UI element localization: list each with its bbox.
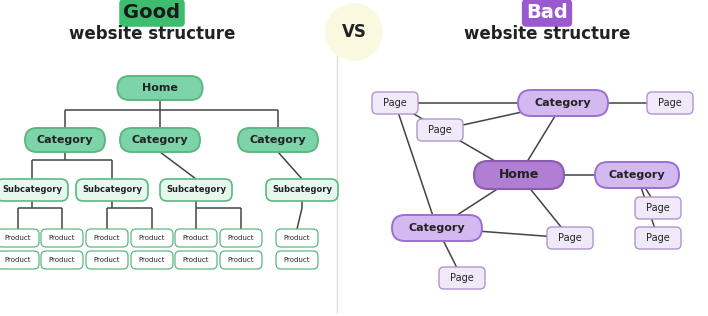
Text: website structure: website structure [69, 25, 235, 43]
FancyBboxPatch shape [86, 251, 128, 269]
Text: Category: Category [250, 135, 307, 145]
Text: Home: Home [499, 168, 539, 181]
Text: Product: Product [49, 235, 75, 241]
FancyBboxPatch shape [220, 229, 262, 247]
Text: Category: Category [132, 135, 188, 145]
Text: Page: Page [428, 125, 452, 135]
Text: Product: Product [93, 235, 120, 241]
Text: Product: Product [284, 257, 310, 263]
Text: Product: Product [139, 235, 165, 241]
FancyBboxPatch shape [647, 92, 693, 114]
Text: Subcategory: Subcategory [166, 185, 226, 195]
Text: Product: Product [49, 257, 75, 263]
FancyBboxPatch shape [25, 128, 105, 152]
FancyBboxPatch shape [266, 179, 338, 201]
FancyBboxPatch shape [0, 179, 68, 201]
Text: Subcategory: Subcategory [82, 185, 142, 195]
FancyBboxPatch shape [372, 92, 418, 114]
Circle shape [326, 4, 382, 60]
FancyBboxPatch shape [417, 119, 463, 141]
FancyBboxPatch shape [635, 227, 681, 249]
FancyBboxPatch shape [547, 227, 593, 249]
Text: Category: Category [409, 223, 465, 233]
FancyBboxPatch shape [175, 229, 217, 247]
FancyBboxPatch shape [160, 179, 232, 201]
Text: Good: Good [123, 3, 181, 22]
Text: Product: Product [5, 257, 31, 263]
FancyBboxPatch shape [0, 251, 39, 269]
FancyBboxPatch shape [76, 179, 148, 201]
Text: Page: Page [383, 98, 407, 108]
FancyBboxPatch shape [86, 229, 128, 247]
Text: Product: Product [284, 235, 310, 241]
Text: Product: Product [139, 257, 165, 263]
FancyBboxPatch shape [0, 229, 39, 247]
Text: Product: Product [93, 257, 120, 263]
Text: Home: Home [142, 83, 178, 93]
Text: website structure: website structure [464, 25, 630, 43]
Text: Category: Category [535, 98, 591, 108]
FancyBboxPatch shape [131, 229, 173, 247]
FancyBboxPatch shape [175, 251, 217, 269]
FancyBboxPatch shape [439, 267, 485, 289]
FancyBboxPatch shape [131, 251, 173, 269]
Text: VS: VS [341, 23, 367, 41]
FancyBboxPatch shape [238, 128, 318, 152]
Text: Subcategory: Subcategory [2, 185, 62, 195]
Text: Product: Product [228, 235, 254, 241]
Text: Page: Page [558, 233, 582, 243]
Text: Category: Category [609, 170, 666, 180]
Text: Subcategory: Subcategory [272, 185, 332, 195]
FancyBboxPatch shape [41, 229, 83, 247]
FancyBboxPatch shape [118, 76, 202, 100]
FancyBboxPatch shape [392, 215, 482, 241]
FancyBboxPatch shape [635, 197, 681, 219]
Text: Bad: Bad [526, 3, 568, 22]
FancyBboxPatch shape [276, 251, 318, 269]
Text: Page: Page [450, 273, 474, 283]
Text: Category: Category [37, 135, 93, 145]
FancyBboxPatch shape [518, 90, 608, 116]
Text: Product: Product [228, 257, 254, 263]
FancyBboxPatch shape [276, 229, 318, 247]
FancyBboxPatch shape [120, 128, 200, 152]
FancyBboxPatch shape [41, 251, 83, 269]
Text: Product: Product [183, 235, 210, 241]
Text: Page: Page [646, 203, 670, 213]
FancyBboxPatch shape [474, 161, 564, 189]
Text: Product: Product [5, 235, 31, 241]
Text: Product: Product [183, 257, 210, 263]
Text: Page: Page [658, 98, 682, 108]
Text: Page: Page [646, 233, 670, 243]
FancyBboxPatch shape [220, 251, 262, 269]
FancyBboxPatch shape [595, 162, 679, 188]
